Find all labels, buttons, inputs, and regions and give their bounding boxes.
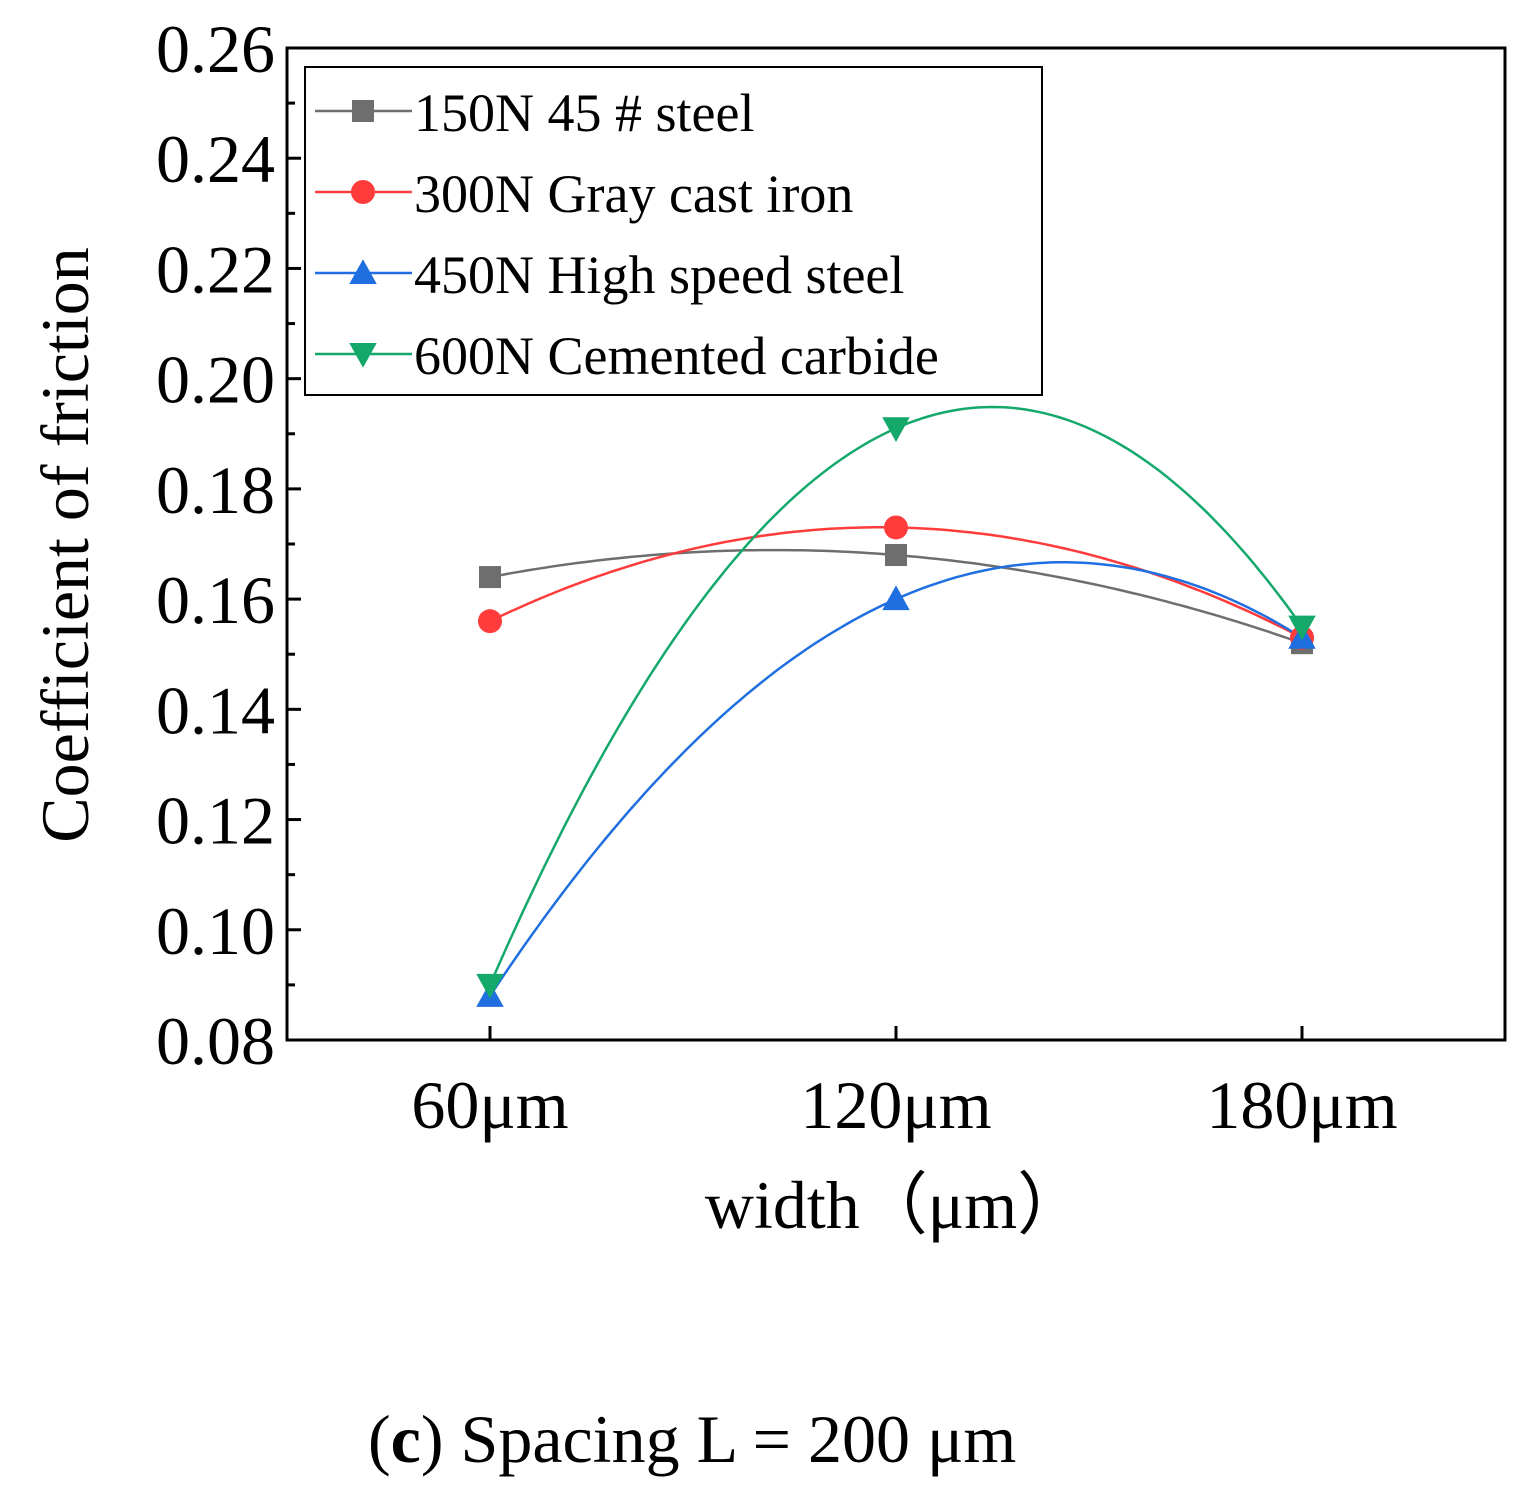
data-point [882,585,910,611]
y-tick-label: 0.16 [156,562,275,638]
y-tick-label: 0.14 [156,672,275,748]
data-point [885,544,907,567]
series-line [488,405,1304,986]
y-axis-label: Coefficient of friction [27,247,103,842]
x-axis: 60μm 120μm 180μm [411,1026,1398,1143]
figure-caption: (c) Spacing L = 200 μm [368,1401,1016,1477]
legend-marker [351,180,375,204]
legend-label: 300N Gray cast iron [414,164,853,224]
legend: 150N 45 # steel 300N Gray cast iron 450N H… [304,66,1043,396]
legend-label: 150N 45 # steel [414,83,754,143]
y-tick-label: 0.20 [156,342,275,418]
data-point [479,566,501,589]
y-tick-label: 0.22 [156,231,275,307]
y-tick-label: 0.12 [156,783,275,859]
legend-marker [349,259,377,284]
y-axis: 0.08 0.10 0.12 0.14 0.16 0.18 0.20 0.22 0.24 0.26 [156,11,301,1079]
legend-marker [349,343,377,368]
x-tick-label: 180μm [1206,1067,1397,1143]
x-tick-label: 120μm [800,1067,991,1143]
series-curves [488,405,1304,997]
series-line [489,526,1303,639]
legend-frame [304,66,1043,396]
caption-letter: c [391,1401,421,1477]
caption-paren-close: ) [421,1401,444,1477]
series-line [488,561,1303,997]
legend-label: 600N Cemented carbide [414,326,939,386]
y-tick-label: 0.10 [156,893,275,969]
data-point [478,609,502,634]
data-point [882,417,910,443]
caption-text: Spacing L = 200 μm [444,1401,1017,1477]
series-markers [476,417,1316,1007]
y-tick-label: 0.08 [156,1003,275,1079]
y-tick-label: 0.26 [156,11,275,87]
data-point [1288,615,1316,641]
data-point [884,515,908,540]
legend-marker [352,100,374,122]
x-axis-label: width（μm） [705,1167,1085,1243]
legend-label: 450N High speed steel [414,245,904,305]
caption-paren-open: ( [368,1401,391,1477]
x-tick-label: 60μm [411,1067,568,1143]
data-point [476,973,504,999]
y-tick-label: 0.18 [156,452,275,528]
y-tick-label: 0.24 [156,121,275,197]
